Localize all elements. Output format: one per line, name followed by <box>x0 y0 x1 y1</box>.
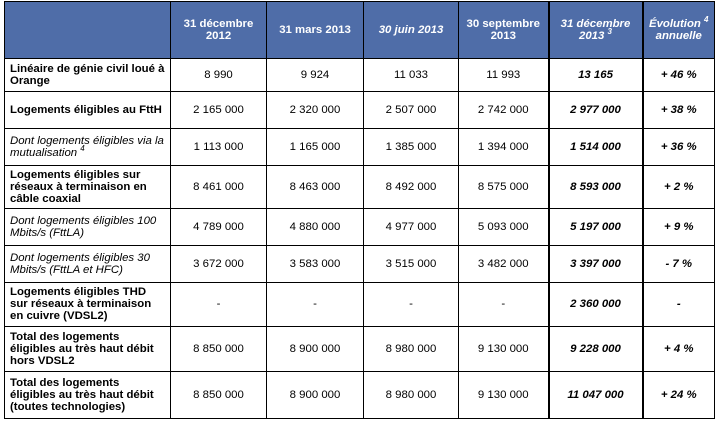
cell-value: 8 980 000 <box>363 371 459 419</box>
cell-value: 3 672 000 <box>170 244 267 283</box>
cell-value: 3 515 000 <box>363 244 459 283</box>
cell-value: - <box>458 281 549 328</box>
cell-value: 8 980 000 <box>363 326 459 373</box>
cell-value: 5 197 000 <box>547 207 643 246</box>
cell-value: 3 397 000 <box>547 244 643 283</box>
cell-value: 1 385 000 <box>363 127 459 166</box>
row-label: Dont logements éligibles 30 Mbits/s (Ftt… <box>4 244 171 283</box>
cell-value: 3 583 000 <box>266 244 364 283</box>
column-header-mar-2013: 31 mars 2013 <box>266 1 364 59</box>
table-row: Total des logements éligibles au très ha… <box>4 326 715 373</box>
table-row: Dont logements éligibles 100 Mbits/s (Ft… <box>4 207 715 246</box>
cell-value: 8 990 <box>170 58 267 92</box>
cell-value: 4 977 000 <box>363 207 459 246</box>
cell-value: 13 165 <box>547 58 643 92</box>
cell-value: 1 394 000 <box>458 127 549 166</box>
cell-value: 11 993 <box>458 58 549 92</box>
row-label: Logements éligibles THD sur réseaux à te… <box>4 281 171 328</box>
cell-value: 8 492 000 <box>363 164 459 209</box>
cell-change: + 9 % <box>641 207 715 246</box>
cell-value: 2 320 000 <box>266 90 364 129</box>
table-row: Logements éligibles sur réseaux à termin… <box>4 164 715 209</box>
cell-value: 8 461 000 <box>170 164 267 209</box>
cell-value: 9 130 000 <box>458 371 549 419</box>
cell-value: 8 575 000 <box>458 164 549 209</box>
cell-change: + 4 % <box>641 326 715 373</box>
table-row: Total des logements éligibles au très ha… <box>4 371 715 419</box>
cell-value: 8 850 000 <box>170 371 267 419</box>
cell-change: + 24 % <box>641 371 715 419</box>
table-row: Logements éligibles au FttH 2 165 000 2 … <box>4 90 715 129</box>
table-row: Linéaire de génie civil loué à Orange 8 … <box>4 58 715 92</box>
row-label: Dont logements éligibles 100 Mbits/s (Ft… <box>4 207 171 246</box>
cell-value: 5 093 000 <box>458 207 549 246</box>
cell-change: - <box>641 281 715 328</box>
cell-value: - <box>266 281 364 328</box>
cell-value: 11 033 <box>363 58 459 92</box>
column-header-sep-2013: 30 septembre 2013 <box>458 1 549 59</box>
cell-value: 4 880 000 <box>266 207 364 246</box>
footnote-marker: 3 <box>607 27 612 37</box>
cell-value: 1 514 000 <box>547 127 643 166</box>
cell-value: - <box>170 281 267 328</box>
thd-eligibility-table: 31 décembre 2012 31 mars 2013 30 juin 201… <box>4 1 715 419</box>
cell-value: - <box>363 281 459 328</box>
cell-value: 1 165 000 <box>266 127 364 166</box>
header-corner-cell <box>4 1 171 59</box>
cell-value: 2 507 000 <box>363 90 459 129</box>
cell-value: 11 047 000 <box>547 371 643 419</box>
footnote-marker: 4 <box>80 143 85 153</box>
column-header-dec-2013: 31 décembre 2013 3 <box>547 1 643 59</box>
cell-change: + 36 % <box>641 127 715 166</box>
cell-value: 2 977 000 <box>547 90 643 129</box>
column-header-annual-change: Évolution 4 annuelle <box>641 1 715 59</box>
cell-change: + 38 % <box>641 90 715 129</box>
cell-value: 2 165 000 <box>170 90 267 129</box>
cell-value: 8 900 000 <box>266 371 364 419</box>
footnote-marker: 4 <box>704 15 709 25</box>
row-label: Logements éligibles au FttH <box>4 90 171 129</box>
column-header-jun-2013: 30 juin 2013 <box>363 1 459 59</box>
table-row: Logements éligibles THD sur réseaux à te… <box>4 281 715 328</box>
cell-change: + 2 % <box>641 164 715 209</box>
table-row: Dont logements éligibles via la mutualis… <box>4 127 715 166</box>
cell-value: 2 742 000 <box>458 90 549 129</box>
row-label: Logements éligibles sur réseaux à termin… <box>4 164 171 209</box>
cell-change: - 7 % <box>641 244 715 283</box>
row-label: Linéaire de génie civil loué à Orange <box>4 58 171 92</box>
cell-value: 9 228 000 <box>547 326 643 373</box>
cell-value: 1 113 000 <box>170 127 267 166</box>
row-label: Dont logements éligibles via la mutualis… <box>4 127 171 166</box>
cell-value: 9 924 <box>266 58 364 92</box>
cell-value: 2 360 000 <box>547 281 643 328</box>
row-label: Total des logements éligibles au très ha… <box>4 326 171 373</box>
cell-value: 8 850 000 <box>170 326 267 373</box>
cell-value: 8 463 000 <box>266 164 364 209</box>
cell-value: 9 130 000 <box>458 326 549 373</box>
cell-value: 4 789 000 <box>170 207 267 246</box>
cell-change: + 46 % <box>641 58 715 92</box>
table-row: Dont logements éligibles 30 Mbits/s (Ftt… <box>4 244 715 283</box>
cell-value: 8 900 000 <box>266 326 364 373</box>
cell-value: 3 482 000 <box>458 244 549 283</box>
row-label: Total des logements éligibles au très ha… <box>4 371 171 419</box>
column-header-dec-2012: 31 décembre 2012 <box>170 1 267 59</box>
cell-value: 8 593 000 <box>547 164 643 209</box>
table-header-row: 31 décembre 2012 31 mars 2013 30 juin 201… <box>4 1 715 59</box>
